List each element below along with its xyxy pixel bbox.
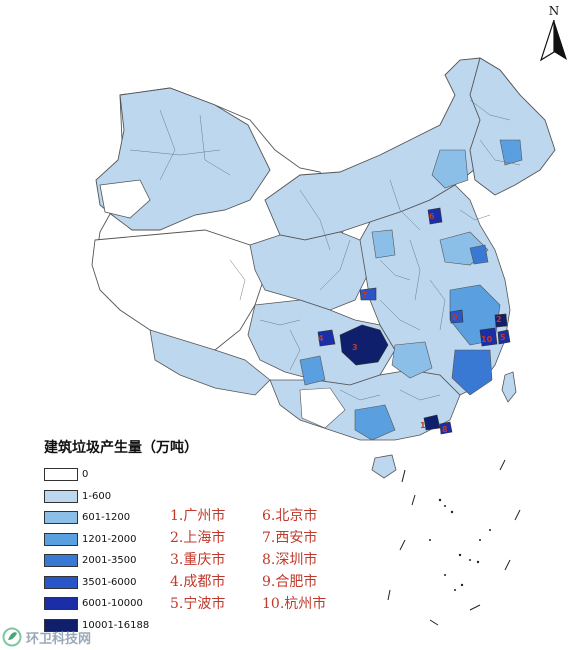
marker-4: 4 xyxy=(318,334,324,343)
marker-1: 1 xyxy=(420,421,426,430)
marker-6: 6 xyxy=(429,212,435,221)
metro-chongqing xyxy=(339,324,389,366)
legend-label: 3501-6000 xyxy=(82,576,137,588)
legend-row: 601-1200 xyxy=(44,507,149,529)
region-northeast-mid xyxy=(499,139,523,166)
legend: 0 1-600 601-1200 1201-2000 2001-3500 350… xyxy=(44,464,149,636)
marker-3: 3 xyxy=(352,343,358,352)
metro-shenzhen xyxy=(439,421,453,435)
marker-8: 8 xyxy=(442,425,448,434)
legend-label: 2001-3500 xyxy=(82,555,137,567)
legend-label: 601-1200 xyxy=(82,512,131,524)
north-label: N xyxy=(548,4,560,18)
city-item: 3.重庆市 xyxy=(170,552,226,568)
marker-2: 2 xyxy=(496,315,502,324)
legend-row: 1201-2000 xyxy=(44,529,149,551)
legend-swatch xyxy=(44,618,78,632)
city-item: 2.上海市 xyxy=(170,530,226,546)
legend-swatch xyxy=(44,511,78,525)
north-arrow-icon xyxy=(539,19,567,62)
region-fujian xyxy=(451,349,493,396)
legend-swatch xyxy=(44,554,78,568)
metro-shanghai xyxy=(494,313,508,328)
region-ningxia-blue xyxy=(371,229,396,259)
city-item: 6.北京市 xyxy=(262,508,318,524)
watermark-text: 环卫科技网 xyxy=(26,631,92,647)
marker-5: 5 xyxy=(500,333,506,342)
region-neimeng-mid xyxy=(431,149,469,189)
island-hainan xyxy=(371,454,397,479)
north-arrow: N xyxy=(534,4,574,66)
metro-hefei xyxy=(449,309,464,324)
legend-label: 10001-16188 xyxy=(82,619,150,631)
watermark: 环卫科技网 xyxy=(2,627,91,647)
metro-ningbo xyxy=(497,329,511,345)
leaf-logo-icon xyxy=(2,627,22,647)
city-item: 10.杭州市 xyxy=(262,596,327,612)
legend-row: 0 xyxy=(44,464,149,486)
metro-beijing xyxy=(427,207,443,225)
city-item: 9.合肥市 xyxy=(262,574,318,590)
legend-row: 10001-16188 xyxy=(44,615,149,637)
region-qingdao xyxy=(469,244,489,265)
region-guizhou-blue xyxy=(299,355,326,386)
region-gansu xyxy=(249,231,371,311)
city-item: 4.成都市 xyxy=(170,574,226,590)
marker-10: 10 xyxy=(481,335,493,344)
region-northeast xyxy=(469,57,556,196)
scs-islets xyxy=(429,498,491,591)
city-item: 8.深圳市 xyxy=(262,552,318,568)
city-item: 5.宁波市 xyxy=(170,596,226,612)
legend-swatch xyxy=(44,489,78,503)
south-china-sea xyxy=(387,459,521,626)
metro-hangzhou xyxy=(479,327,498,347)
legend-row: 6001-10000 xyxy=(44,593,149,615)
legend-swatch xyxy=(44,532,78,546)
legend-label: 0 xyxy=(82,469,89,481)
region-yunnan-white xyxy=(299,387,346,429)
metro-guangzhou xyxy=(423,414,441,431)
city-list-right: 6.北京市 7.西安市 8.深圳市 9.合肥市 10.杭州市 xyxy=(262,505,326,615)
legend-label: 1-600 xyxy=(82,490,112,502)
legend-title: 建筑垃圾产生量（万吨） xyxy=(44,440,198,456)
marker-7: 7 xyxy=(362,291,368,300)
city-item: 1.广州市 xyxy=(170,508,226,524)
legend-row: 1-600 xyxy=(44,486,149,508)
internal-boundaries xyxy=(129,99,521,401)
legend-swatch xyxy=(44,597,78,611)
region-tibet xyxy=(91,229,266,351)
legend-row: 3501-6000 xyxy=(44,572,149,594)
legend-swatch xyxy=(44,468,78,482)
city-markers: 1 2 3 4 5 6 7 8 9 10 xyxy=(318,212,506,434)
region-tibet-south xyxy=(149,329,271,396)
city-item: 7.西安市 xyxy=(262,530,318,546)
legend-row: 2001-3500 xyxy=(44,550,149,572)
metro-chengdu xyxy=(317,329,336,347)
metro-xian xyxy=(359,287,377,301)
region-hunan xyxy=(391,341,433,379)
region-guangxi xyxy=(354,404,396,441)
legend-label: 1201-2000 xyxy=(82,533,137,545)
city-list-left: 1.广州市 2.上海市 3.重庆市 4.成都市 5.宁波市 xyxy=(170,505,225,615)
legend-label: 6001-10000 xyxy=(82,598,143,610)
legend-swatch xyxy=(44,575,78,589)
region-xinjiang-white xyxy=(99,179,151,219)
marker-9: 9 xyxy=(452,313,458,322)
island-taiwan xyxy=(501,371,517,403)
